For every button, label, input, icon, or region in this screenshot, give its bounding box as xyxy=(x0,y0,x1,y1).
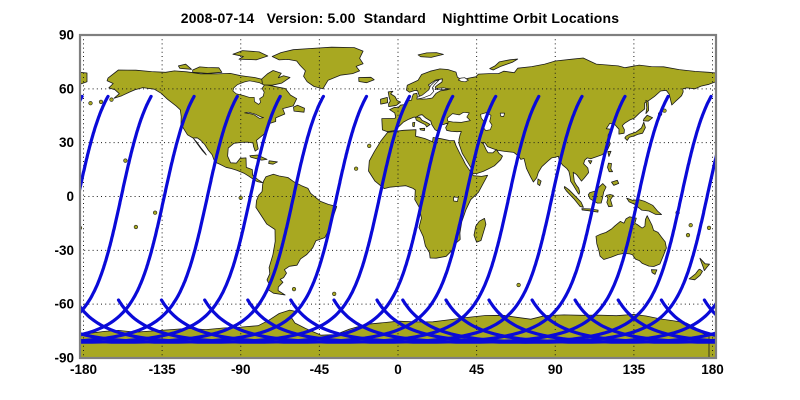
landmass-java xyxy=(581,208,599,213)
water-lake-victoria xyxy=(453,196,459,202)
landmass-australia xyxy=(595,215,667,267)
islet xyxy=(516,282,521,288)
orbit-track-10 xyxy=(159,94,498,344)
islet xyxy=(153,210,158,215)
landmass-ellesmere-island xyxy=(232,50,269,61)
orbit-track-6 xyxy=(80,94,325,344)
islet xyxy=(109,97,114,102)
orbit-track-4 xyxy=(80,94,239,343)
x-tick-label: -180 xyxy=(70,362,97,377)
landmass-baja-california xyxy=(193,138,207,156)
orbit-track-5 xyxy=(80,94,282,344)
landmass-tasmania xyxy=(651,269,658,275)
x-tick-label: -90 xyxy=(231,362,251,377)
orbit-track-8 xyxy=(80,94,412,344)
orbit-track-3 xyxy=(487,298,716,344)
orbit-track-12 xyxy=(246,94,584,344)
y-tick-label: -60 xyxy=(54,297,74,312)
landmass-new-zealand-south xyxy=(688,268,703,281)
orbit-track-11 xyxy=(203,94,541,344)
landmass-svalbard xyxy=(417,52,444,58)
x-tick-label: 180 xyxy=(701,362,724,377)
orbit-track-9 xyxy=(116,94,455,344)
landmass-taiwan xyxy=(607,150,612,157)
orbit-track-2 xyxy=(80,94,153,315)
water-baltic-sea xyxy=(416,79,440,100)
landmass-sulawesi xyxy=(605,194,614,208)
x-tick-label: -45 xyxy=(310,362,330,377)
landmass-hispaniola xyxy=(268,160,278,165)
landmass-ireland xyxy=(380,97,389,105)
landmass-madagascar xyxy=(473,218,487,243)
orbit-track-5 xyxy=(573,298,716,344)
islet xyxy=(685,233,691,238)
islet xyxy=(688,223,693,228)
landmass-sakhalin xyxy=(645,99,649,114)
orbit-track-13 xyxy=(289,94,627,344)
landmass-new-zealand-north xyxy=(699,257,710,271)
landmass-hainan xyxy=(587,160,593,165)
orbit-track-2 xyxy=(444,298,716,344)
orbit-track-14 xyxy=(332,94,670,344)
islet xyxy=(706,225,712,230)
world-map-layer xyxy=(80,46,716,358)
landmass-baffin-island xyxy=(261,70,291,86)
x-tick-label: -135 xyxy=(149,362,177,377)
landmass-honshu-japan xyxy=(624,121,646,141)
water-great-lakes xyxy=(244,111,264,119)
landmass-iceland xyxy=(358,76,375,84)
x-tick-label: 0 xyxy=(394,362,402,377)
orbit-track-3 xyxy=(80,94,196,337)
orbit-track-7 xyxy=(80,94,369,344)
water-aral-sea xyxy=(499,112,505,117)
orbit-track-4 xyxy=(530,298,716,344)
figure-title: 2008-07-14 Version: 5.00 Standard Nightt… xyxy=(180,10,620,26)
x-tick-label: 90 xyxy=(548,362,563,377)
orbit-track-1 xyxy=(80,94,110,196)
y-tick-label: 30 xyxy=(59,135,74,150)
plot-frame xyxy=(78,33,718,360)
landmass-newfoundland xyxy=(293,104,305,113)
landmass-victoria-island xyxy=(192,66,223,74)
landmass-hokkaido-japan xyxy=(642,114,653,122)
landmass-sumatra xyxy=(563,186,584,208)
landmass-sicily xyxy=(419,127,426,131)
islet xyxy=(291,287,297,292)
landmass-luzon xyxy=(607,162,613,173)
islet xyxy=(367,143,372,148)
landmass-mindanao xyxy=(611,179,620,186)
landmass-banks-island xyxy=(178,63,192,70)
y-tick-label: 0 xyxy=(66,189,74,204)
graticule-gridlines xyxy=(80,35,716,358)
orbit-tracks xyxy=(80,94,716,344)
landmass-novaya-zemlya xyxy=(489,58,519,71)
x-tick-label: 135 xyxy=(623,362,646,377)
landmass-sri-lanka xyxy=(537,178,542,186)
islet xyxy=(133,224,138,230)
x-axis-labels: -180 -135 -90 -45 0 45 90 135 180 xyxy=(70,362,724,377)
islet xyxy=(88,101,93,106)
y-tick-label: -30 xyxy=(54,243,74,258)
y-tick-label: -90 xyxy=(54,351,74,366)
x-tick-label: 45 xyxy=(469,362,485,377)
islet xyxy=(98,99,104,104)
landmass-sardinia xyxy=(412,122,416,128)
orbit-track-15 xyxy=(375,94,713,344)
water-hudson-bay xyxy=(232,80,265,105)
y-axis-labels: 90 60 30 0 -30 -60 -90 xyxy=(54,28,74,366)
islet xyxy=(354,166,359,171)
y-tick-label: 90 xyxy=(59,28,74,43)
water-white-sea xyxy=(457,77,469,83)
landmass-greenland xyxy=(271,46,364,90)
islet xyxy=(123,158,128,163)
islet xyxy=(332,291,337,297)
water-black-sea xyxy=(446,111,471,123)
landmass-eurasia xyxy=(80,71,88,85)
y-tick-label: 60 xyxy=(59,81,74,96)
